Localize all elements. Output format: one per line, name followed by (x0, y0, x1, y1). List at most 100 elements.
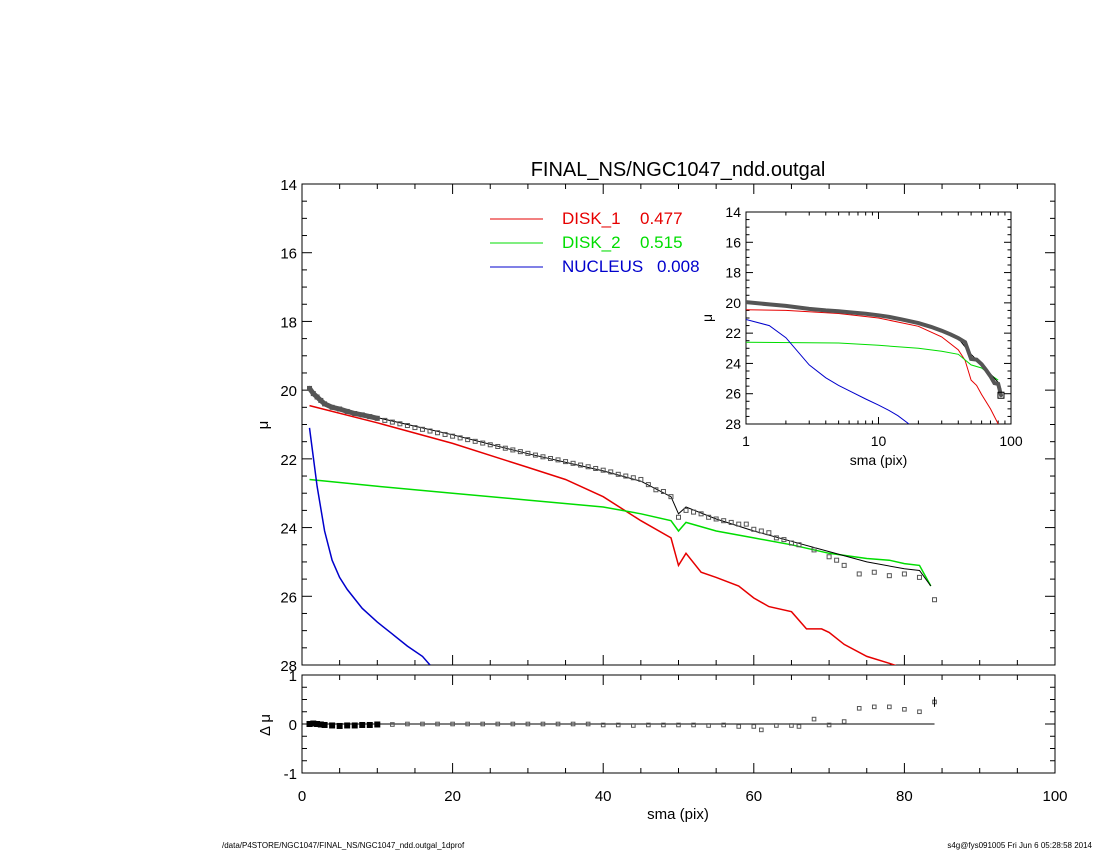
residual-y-tick-label: 1 (289, 668, 297, 685)
main-observed-point (781, 537, 787, 543)
main-observed-point (736, 521, 742, 527)
main-observed-point (856, 571, 862, 577)
main-observed-point (450, 433, 456, 439)
main-observed-point (676, 514, 681, 520)
residual-point (510, 721, 516, 727)
residual-point (321, 721, 328, 728)
residual-point (706, 723, 711, 728)
residual-point (811, 716, 817, 722)
residual-y-tick-label: -1 (284, 766, 297, 783)
residual-x-tick-label: 0 (298, 788, 306, 805)
main-observed-point (788, 540, 794, 546)
main-observed-point (916, 574, 922, 580)
legend-value-disk_1: 0.477 (640, 209, 683, 228)
legend-label-nucleus: NUCLEUS (562, 257, 643, 276)
main-y-tick-label: 20 (280, 383, 297, 400)
main-observed-point (532, 452, 538, 458)
residual-y-axis-label: Δ μ (257, 714, 274, 736)
main-observed-point (540, 454, 546, 460)
inset-y-tick-label: 20 (725, 295, 741, 311)
main-y-tick-label: 14 (280, 177, 297, 194)
residual-point (366, 721, 373, 728)
main-observed-point (660, 488, 666, 494)
main-observed-point (472, 438, 478, 444)
inset-x-axis-label: sma (pix) (850, 452, 908, 468)
residual-x-tick-label: 60 (745, 788, 762, 805)
residual-point (344, 722, 351, 729)
residual-point (789, 723, 794, 728)
main-observed-point (502, 445, 508, 451)
main-observed-point (600, 467, 606, 473)
residual-point (585, 721, 591, 727)
main-observed-point (871, 569, 877, 575)
residual-point (774, 723, 779, 728)
main-observed-point (698, 511, 704, 517)
main-observed-point (932, 597, 938, 603)
residual-point (796, 724, 802, 729)
main-observed-point (743, 521, 749, 527)
main-observed-point (397, 421, 403, 427)
main-observed-point (419, 426, 425, 432)
residual-point (646, 722, 651, 728)
residual-point (555, 721, 561, 727)
main-observed-point (465, 437, 471, 443)
main-y-tick-label: 24 (280, 521, 297, 538)
residual-point (691, 722, 696, 728)
main-observed-point (480, 440, 486, 446)
main-observed-point (886, 573, 892, 579)
residual-point (435, 721, 440, 727)
main-observed-point (412, 425, 418, 431)
inset-x-tick-label: 10 (871, 433, 887, 449)
main-observed-point (457, 435, 463, 441)
residual-point (856, 706, 862, 711)
x-axis-label: sma (pix) (647, 806, 709, 823)
residual-point (540, 721, 546, 727)
main-observed-point (442, 431, 448, 437)
main-observed-point (487, 442, 493, 448)
inset-y-axis-label: μ (699, 314, 715, 322)
main-observed-point (563, 459, 569, 465)
main-observed-point (435, 430, 441, 436)
inset-series-line-nucleus (746, 319, 910, 424)
main-observed-point (841, 562, 847, 568)
main-observed-point (766, 530, 772, 536)
inset-y-tick-label: 24 (725, 355, 741, 371)
residual-points (306, 699, 937, 733)
main-observed-point (773, 535, 779, 541)
legend-value-disk_2: 0.515 (640, 233, 683, 252)
inset-y-tick-label: 18 (725, 265, 741, 281)
residual-point (661, 722, 666, 728)
residual-point (721, 722, 726, 728)
legend-value-nucleus: 0.008 (657, 257, 700, 276)
residual-x-tick-label: 20 (444, 788, 461, 805)
residual-point (525, 721, 531, 727)
main-observed-point (691, 509, 697, 515)
main-observed-point (834, 557, 840, 563)
main-observed-point (570, 460, 576, 466)
residual-point (465, 721, 470, 727)
main-observed-point (630, 475, 636, 481)
residual-point (480, 721, 486, 727)
inset-y-tick-label: 26 (725, 386, 741, 402)
main-observed-point (623, 473, 629, 479)
main-observed-point (382, 417, 388, 423)
residual-point (759, 727, 764, 733)
main-observed-point (728, 519, 734, 525)
residual-point (359, 721, 366, 728)
residual-point (405, 721, 410, 727)
main-y-tick-label: 16 (280, 246, 297, 263)
main-observed-point (645, 482, 651, 488)
main-observed-point (427, 428, 433, 434)
residual-point (676, 722, 681, 728)
residual-point (917, 709, 922, 715)
main-observed-point (525, 450, 531, 456)
residual-point (600, 722, 606, 728)
main-observed-point (585, 464, 591, 470)
inset-series-line-disk_1 (746, 309, 999, 424)
residual-point (615, 722, 621, 728)
main-observed-point (683, 507, 689, 513)
legend-label-disk_1: DISK_1 (562, 209, 621, 228)
main-series-line-disk_1 (309, 404, 897, 665)
